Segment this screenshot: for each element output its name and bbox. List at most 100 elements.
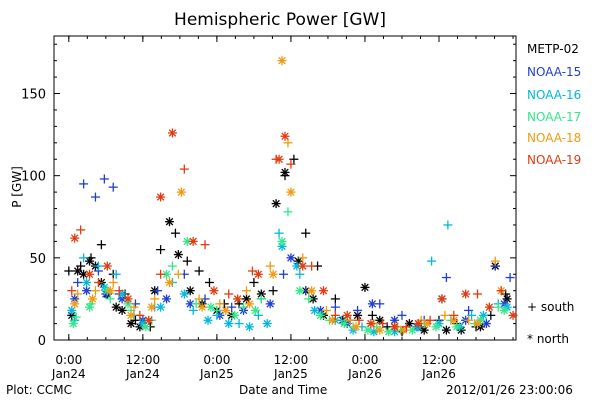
south-marker (256, 294, 266, 304)
north-marker (366, 319, 376, 329)
south-marker (249, 277, 259, 287)
plot-timestamp: 2012/01/26 23:00:06 (446, 383, 573, 397)
north-marker (280, 167, 290, 177)
north-marker (206, 302, 216, 312)
north-marker (185, 299, 195, 309)
south-marker (464, 315, 474, 325)
south-marker (401, 322, 411, 332)
y-tick-label: 0 (38, 334, 46, 349)
symbol-key-north: * north (527, 332, 570, 346)
south-marker (367, 310, 377, 320)
south-marker (441, 273, 451, 283)
north-marker (390, 322, 400, 332)
y-axis-label: P [GW] (9, 166, 24, 208)
north-marker (253, 269, 263, 279)
north-marker (274, 154, 284, 164)
legend-entry-noaa-18: NOAA-18 (527, 131, 582, 145)
north-marker (295, 286, 305, 296)
south-marker (427, 256, 437, 266)
south-marker (378, 319, 388, 329)
north-marker (339, 319, 349, 329)
south-marker (194, 294, 204, 304)
south-marker (76, 261, 86, 271)
north-marker (298, 261, 308, 271)
north-marker (85, 256, 95, 266)
south-marker (215, 299, 225, 309)
south-marker (467, 310, 477, 320)
north-marker (327, 315, 337, 325)
north-marker (351, 322, 361, 332)
north-marker (147, 302, 157, 312)
x-tick-date: Jan26 (347, 367, 382, 381)
north-marker (156, 302, 166, 312)
north-marker (82, 286, 92, 296)
south-marker (253, 310, 263, 320)
north-marker (461, 289, 471, 299)
north-marker (221, 305, 231, 315)
north-marker (508, 310, 518, 320)
south-marker (93, 277, 103, 287)
north-marker (70, 233, 80, 243)
north-marker (375, 325, 385, 335)
south-marker (505, 273, 515, 283)
south-marker (135, 310, 145, 320)
plot-frame (53, 35, 517, 341)
north-marker (70, 299, 80, 309)
south-marker (279, 269, 289, 279)
south-marker (173, 269, 183, 279)
south-marker (242, 286, 251, 296)
north-marker (85, 269, 95, 279)
north-marker (413, 319, 423, 329)
north-marker (244, 322, 254, 332)
x-tick-label: 0:00 (203, 353, 230, 367)
north-marker (286, 187, 296, 197)
north-marker (126, 310, 136, 320)
south-marker (345, 315, 355, 325)
south-marker (90, 286, 100, 296)
north-marker (242, 294, 251, 304)
north-marker (179, 289, 189, 299)
north-marker (144, 315, 154, 325)
south-marker (73, 289, 83, 299)
north-marker (102, 261, 112, 271)
south-marker (440, 310, 450, 320)
south-marker (111, 269, 121, 279)
north-marker (441, 325, 451, 335)
chart-title: Hemispheric Power [GW] (174, 10, 386, 30)
south-marker (150, 294, 160, 304)
north-marker (407, 325, 417, 335)
south-marker (90, 192, 100, 202)
north-marker (82, 277, 92, 287)
south-marker (301, 228, 311, 238)
north-marker (265, 299, 275, 309)
south-marker (449, 310, 459, 320)
south-marker (153, 286, 163, 296)
south-marker (265, 261, 275, 271)
north-marker (277, 236, 287, 246)
south-marker (73, 277, 83, 287)
x-tick-label: 12:00 (422, 353, 457, 367)
north-marker (268, 269, 278, 279)
south-marker (96, 240, 106, 250)
x-tick-date: Jan26 (421, 367, 456, 381)
north-marker (292, 261, 302, 271)
south-marker (274, 228, 284, 238)
south-marker (473, 289, 482, 299)
legend-entry-noaa-19: NOAA-19 (527, 153, 582, 167)
south-marker (295, 269, 305, 279)
south-marker (304, 294, 314, 304)
north-marker (156, 192, 166, 202)
north-marker (277, 56, 287, 66)
south-marker (200, 240, 210, 250)
north-marker (209, 286, 219, 296)
south-marker (268, 286, 278, 296)
north-marker (484, 302, 494, 312)
plot-credit: Plot: CCMC (6, 383, 72, 397)
south-marker (353, 305, 363, 315)
north-marker (117, 305, 127, 315)
south-marker (307, 261, 317, 271)
x-tick-date: Jan24 (125, 367, 160, 381)
south-marker (114, 286, 124, 296)
south-marker (330, 310, 340, 320)
